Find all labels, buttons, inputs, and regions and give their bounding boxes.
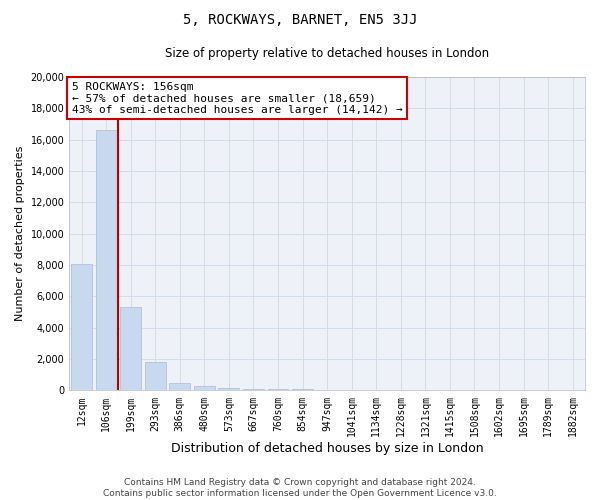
Text: Contains HM Land Registry data © Crown copyright and database right 2024.
Contai: Contains HM Land Registry data © Crown c… [103, 478, 497, 498]
Bar [268, 389, 289, 390]
Y-axis label: Number of detached properties: Number of detached properties [15, 146, 25, 322]
Text: 5 ROCKWAYS: 156sqm
← 57% of detached houses are smaller (18,659)
43% of semi-det: 5 ROCKWAYS: 156sqm ← 57% of detached hou… [72, 82, 403, 115]
Bar [120, 308, 141, 390]
Bar [95, 130, 116, 390]
X-axis label: Distribution of detached houses by size in London: Distribution of detached houses by size … [171, 442, 484, 455]
Bar [194, 386, 215, 390]
Bar [218, 388, 239, 390]
Bar [145, 362, 166, 390]
Bar [71, 264, 92, 390]
Text: 5, ROCKWAYS, BARNET, EN5 3JJ: 5, ROCKWAYS, BARNET, EN5 3JJ [183, 12, 417, 26]
Title: Size of property relative to detached houses in London: Size of property relative to detached ho… [165, 48, 489, 60]
Bar [169, 382, 190, 390]
Bar [243, 388, 264, 390]
